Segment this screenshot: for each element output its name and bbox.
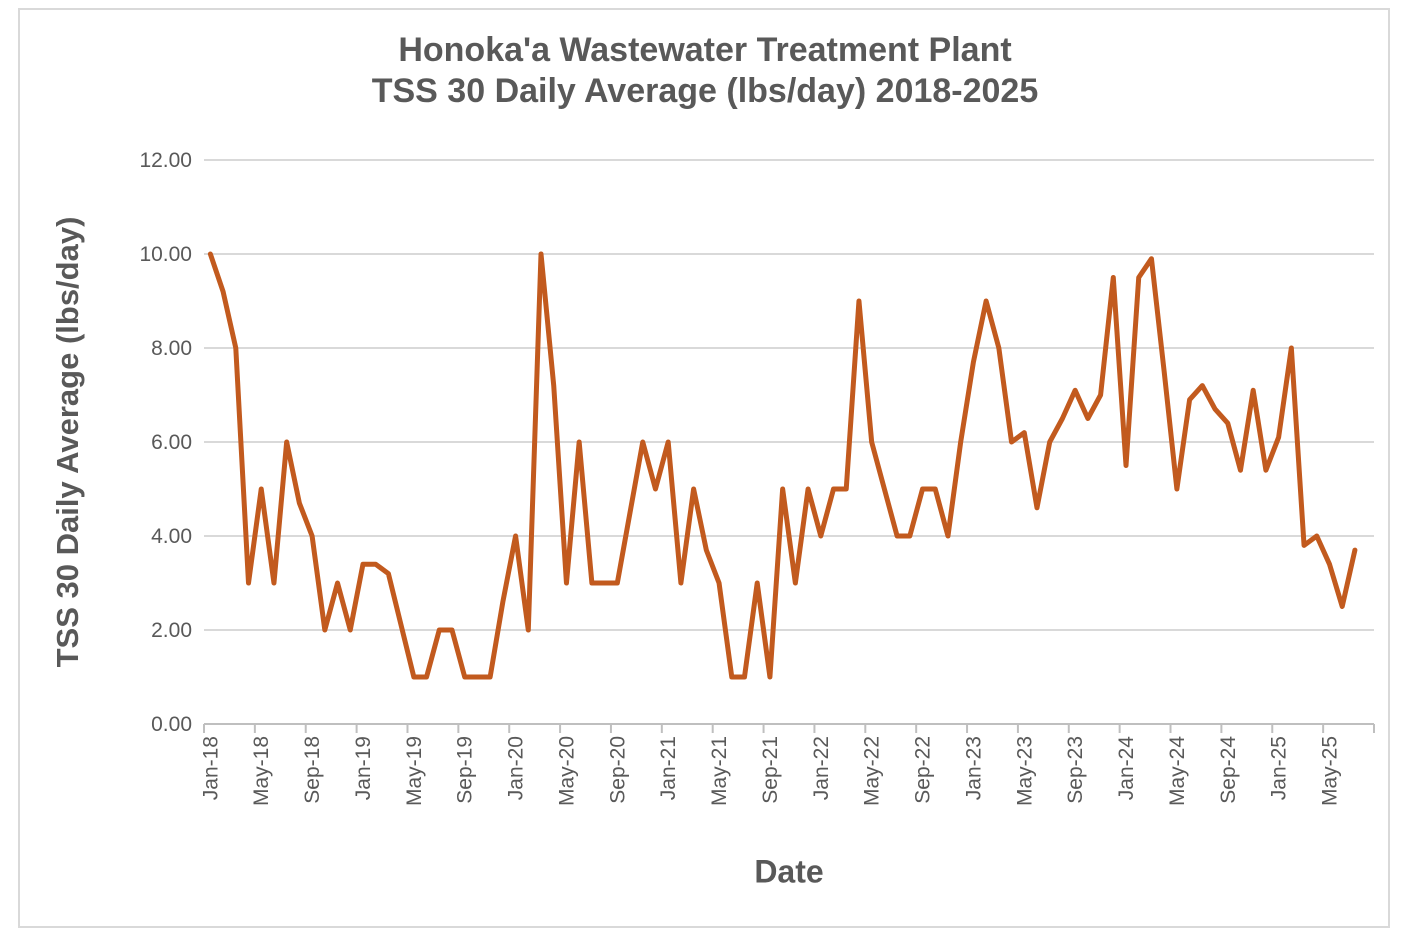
x-tick-labels: Jan-18 May-18 Sep-18 Jan-19 May-19 Sep-19 Jan-…	[199, 736, 1341, 806]
data-series	[207, 251, 1358, 680]
x-tick-label: Sep-18	[301, 736, 324, 804]
chart-border	[18, 8, 1390, 928]
x-tick-label: May-25	[1318, 736, 1341, 806]
x-tick-label: Jan-18	[199, 736, 222, 800]
y-tick-label: 0.00	[151, 713, 192, 736]
x-tick-label: Jan-21	[657, 736, 680, 800]
y-tick-label: 12.00	[139, 149, 192, 172]
x-tick-label: Sep-19	[454, 736, 477, 804]
x-tick-label: May-18	[250, 736, 273, 806]
y-tick-label: 4.00	[151, 525, 192, 548]
y-tick-label: 6.00	[151, 431, 192, 454]
x-tick-label: Jan-19	[352, 736, 375, 800]
x-tick-label: Sep-21	[759, 736, 782, 804]
x-tick-label: Jan-20	[505, 736, 528, 800]
x-tick-label: May-24	[1166, 736, 1189, 806]
x-tick-label: Sep-22	[912, 736, 935, 804]
x-tick-label: Sep-23	[1064, 736, 1087, 804]
x-axis-title: Date	[754, 853, 824, 890]
x-tick-label: May-23	[1013, 736, 1036, 806]
x-tick-label: Jan-22	[810, 736, 833, 800]
x-tick-label: May-21	[708, 736, 731, 806]
tss-line	[207, 251, 1358, 680]
y-tick-labels: 0.00 2.00 4.00 6.00 8.00 10.00 12.00	[139, 149, 192, 736]
x-tick-label: Jan-25	[1268, 736, 1291, 800]
x-tick-label: May-19	[403, 736, 426, 806]
x-tick-label: Jan-24	[1115, 736, 1138, 801]
chart-title-line1: Honoka'a Wastewater Treatment Plant	[398, 31, 1012, 69]
x-tick-label: Jan-23	[962, 736, 985, 800]
chart-title-line2: TSS 30 Daily Average (lbs/day) 2018-2025	[371, 72, 1039, 110]
y-tick-label: 2.00	[151, 619, 192, 642]
gridlines	[204, 159, 1374, 631]
x-tick-label: May-20	[555, 736, 578, 806]
x-tick-label: Sep-24	[1217, 736, 1240, 804]
axes	[203, 723, 1375, 733]
chart-title: Honoka'a Wastewater Treatment Plant TSS …	[18, 30, 1392, 112]
y-tick-label: 8.00	[151, 337, 192, 360]
x-tick-label: Sep-20	[606, 736, 629, 804]
x-tick-label: May-22	[861, 736, 884, 806]
y-tick-label: 10.00	[139, 243, 192, 266]
